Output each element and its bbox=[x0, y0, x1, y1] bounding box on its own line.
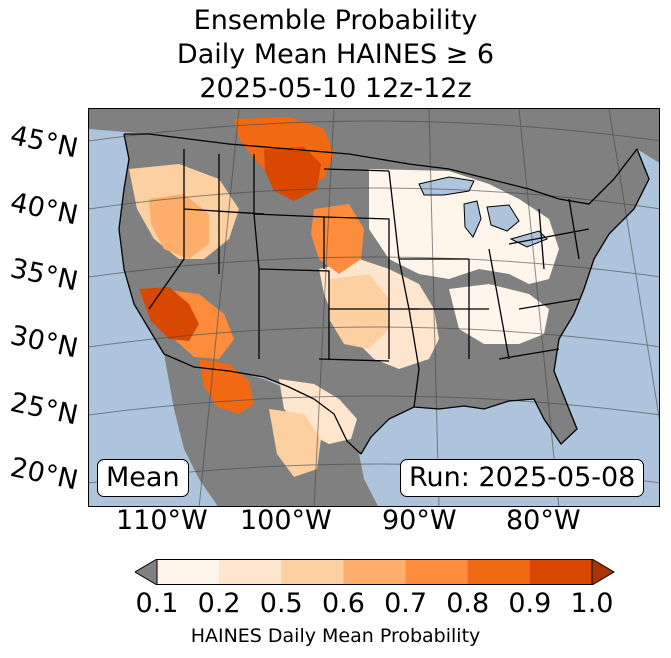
colorbar-tick-label: 0.7 bbox=[384, 588, 428, 619]
colorbar-tick-label: 0.5 bbox=[259, 588, 303, 619]
colorbar-tick-label: 0.9 bbox=[508, 588, 552, 619]
colorbar-segment bbox=[281, 559, 344, 585]
lat-label-20: 20°N bbox=[7, 452, 81, 497]
colorbar-segment bbox=[157, 559, 220, 585]
canada-landmass bbox=[89, 109, 659, 204]
title-line-2: Daily Mean HAINES ≥ 6 bbox=[176, 39, 495, 70]
borders bbox=[118, 133, 650, 455]
prob-0-9-region-wyoming bbox=[264, 147, 321, 201]
lat-label-40: 40°N bbox=[7, 187, 81, 232]
map-canvas bbox=[89, 109, 659, 506]
great-lakes bbox=[418, 176, 548, 248]
colorbar-segment bbox=[467, 559, 531, 585]
lat-label-25: 25°N bbox=[7, 387, 81, 432]
lon-label-80: 80°W bbox=[506, 505, 581, 536]
colorbar-segment bbox=[529, 559, 593, 585]
colorbar-segments bbox=[157, 559, 593, 585]
lon-label-100: 100°W bbox=[240, 505, 332, 536]
lat-label-45: 45°N bbox=[7, 120, 81, 165]
lon-label-110: 110°W bbox=[116, 505, 208, 536]
colorbar-tick-label: 0.1 bbox=[135, 588, 179, 619]
colorbar-tick-label: 0.6 bbox=[321, 588, 365, 619]
probability-map[interactable] bbox=[88, 108, 660, 507]
prob-0-2-region-texas bbox=[279, 379, 357, 444]
lon-label-90: 90°W bbox=[382, 505, 457, 536]
title-line-1: Ensemble Probability bbox=[193, 5, 478, 36]
colorbar-over-arrow bbox=[591, 559, 615, 585]
colorbar-segment bbox=[343, 559, 407, 585]
prob-0-9-region-sw-desert bbox=[139, 287, 199, 341]
colorbar-segment bbox=[219, 559, 282, 585]
colorbar-tick-label: 0.2 bbox=[197, 588, 241, 619]
colorbar-tick-label: 0.8 bbox=[446, 588, 490, 619]
lat-label-35: 35°N bbox=[7, 253, 81, 298]
title-line-3: 2025-05-10 12z-12z bbox=[199, 73, 472, 104]
colorbar-segment bbox=[405, 559, 469, 585]
colorbar-tick-label: 1.0 bbox=[570, 588, 614, 619]
prob-0-5-region-plains bbox=[329, 274, 389, 349]
prob-0-1-region-east bbox=[369, 169, 559, 284]
lat-label-30: 30°N bbox=[7, 320, 81, 365]
prob-0-5-region-mexico bbox=[269, 409, 321, 477]
colorbar-under-arrow bbox=[135, 559, 158, 585]
colorbar bbox=[135, 559, 615, 585]
colorbar-label: HAINES Daily Mean Probability bbox=[190, 625, 481, 647]
colorbar-outline bbox=[156, 559, 593, 585]
run-date-box: Run: 2025-05-08 bbox=[400, 459, 645, 497]
statistic-label-box: Mean bbox=[97, 459, 189, 497]
